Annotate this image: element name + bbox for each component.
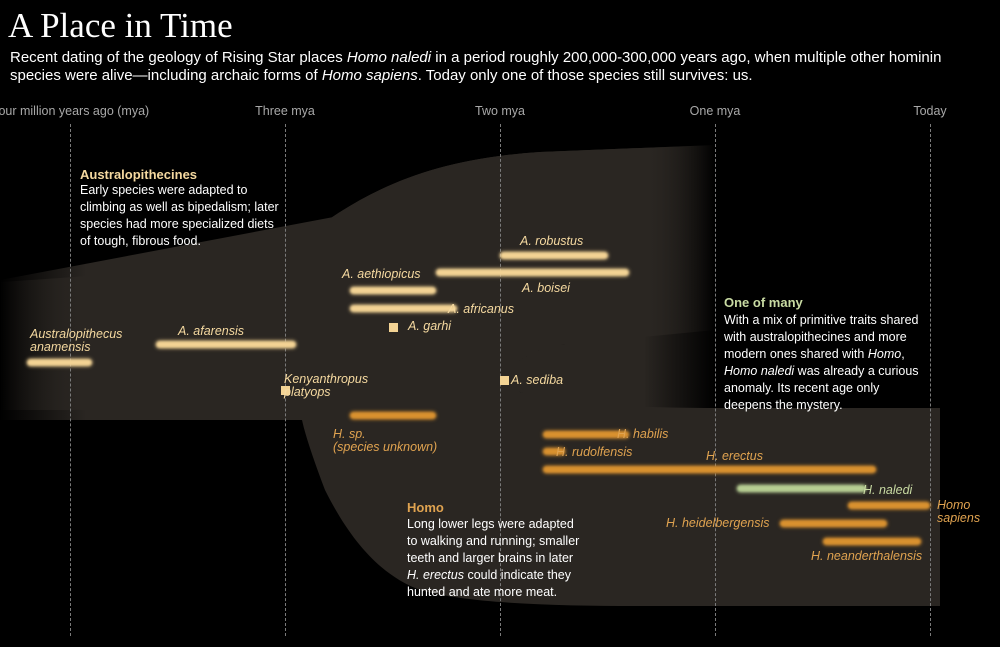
axis-label: Two mya (474, 104, 526, 118)
species-bar-h-neanderthalensis (822, 538, 922, 545)
species-bar-h-sp-species-unknown (349, 412, 436, 419)
subtitle-part: Recent dating of the geology of Rising S… (10, 49, 347, 66)
species-label-a-sediba: A. sediba (511, 373, 564, 387)
species-label-h-neanderthalensis: H. neanderthalensis (811, 549, 923, 563)
species-label-line: Homo (937, 498, 971, 512)
homo-text-italic: H. erectus (407, 568, 464, 582)
species-label-h-sp-species-unknown: H. sp. (species unknown) (333, 428, 437, 454)
axis-label: One mya (689, 104, 741, 118)
one-of-many-heading: One of many (724, 295, 803, 310)
species-label-a-aethiopicus: A. aethiopicus (342, 267, 421, 281)
axis-label: Four million years ago (mya) (0, 104, 150, 118)
species-label-line: H. sp. (333, 427, 366, 441)
species-marker-kenyanthropus-platyops (281, 386, 290, 395)
species-bar-australopithecus-anamensis (27, 359, 92, 366)
naledi-text-italic: Homo (867, 347, 902, 361)
axis-label: Today (913, 104, 947, 118)
subtitle-part: . Today only one of those species still … (417, 67, 753, 84)
species-bar-h-erectus (543, 466, 877, 473)
species-label-australopithecus-anamensis: Australopithecus anamensis (30, 328, 122, 354)
species-label-h-rudolfensis: H. rudolfensis (556, 445, 633, 459)
species-label-kenyanthropus-platyops: Kenyanthropus platyops (284, 373, 368, 399)
species-label-h-heidelbergensis: H. heidelbergensis (666, 516, 770, 530)
species-bar-a-boisei (435, 269, 629, 276)
species-label-line: anamensis (30, 340, 91, 354)
gridline (285, 124, 286, 636)
one-of-many-description: With a mix of primitive traits shared wi… (724, 312, 929, 414)
species-label-h-erectus: H. erectus (706, 449, 763, 463)
species-label-a-boisei: A. boisei (522, 281, 570, 295)
homo-text: Long lower legs were adapted to walking … (407, 517, 580, 565)
species-marker-a-sediba (500, 376, 510, 385)
naledi-text: With a mix of primitive traits shared wi… (724, 313, 919, 361)
subtitle-italic: Homo naledi (346, 49, 432, 66)
species-bar-h-rudolfensis (543, 448, 565, 455)
species-bar-h-heidelbergensis (779, 520, 887, 527)
homo-text: could indicate they hunted and ate more … (407, 568, 571, 599)
subtitle: Recent dating of the geology of Rising S… (10, 49, 990, 85)
species-label-a-afarensis: A. afarensis (178, 324, 245, 338)
species-bar-a-africanus (349, 305, 457, 312)
species-label-a-africanus: A. africanus (448, 302, 515, 316)
species-label-h-naledi: H. naledi (863, 483, 913, 497)
gridline (70, 124, 71, 636)
naledi-text: , (901, 347, 905, 361)
species-label-a-robustus: A. robustus (520, 234, 584, 248)
subtitle-part: in a period roughly 200,000-300,000 year… (10, 49, 942, 84)
australopithecines-description: Early species were adapted to climbing a… (80, 183, 279, 248)
species-label-h-habilis: H. habilis (617, 427, 669, 441)
species-label-a-garhi: A. garhi (408, 319, 452, 333)
axis-label: Three mya (255, 104, 315, 118)
australopithecines-heading: Australopithecines (80, 167, 198, 182)
species-bar-h-habilis (543, 431, 629, 438)
homo-band (300, 392, 940, 606)
species-label-line: (species unknown) (333, 440, 438, 454)
gridline (930, 124, 931, 636)
subtitle-italic: Homo sapiens (321, 67, 418, 84)
page-title: A Place in Time (8, 6, 233, 45)
species-label-homo-sapiens: Homo sapiens (937, 499, 980, 525)
species-bar-a-robustus (500, 252, 608, 259)
species-label-line: Australopithecus (30, 327, 123, 341)
species-label-line: platyops (284, 385, 331, 399)
species-label-line: sapiens (937, 511, 981, 525)
species-bar-homo-sapiens (848, 502, 930, 509)
species-bar-a-aethiopicus (349, 287, 436, 294)
gridline (715, 124, 716, 636)
species-marker-a-garhi (388, 323, 398, 332)
naledi-text: was already a curious anomaly. Its recen… (724, 364, 919, 412)
species-bar-h-naledi (736, 485, 866, 492)
species-label-line: Kenyanthropus (284, 372, 369, 386)
species-bar-a-afarensis (156, 341, 296, 348)
homo-heading: Homo (407, 500, 444, 515)
homo-description: Long lower legs were adapted to walking … (407, 516, 587, 601)
naledi-text-italic: Homo naledi (724, 364, 795, 378)
